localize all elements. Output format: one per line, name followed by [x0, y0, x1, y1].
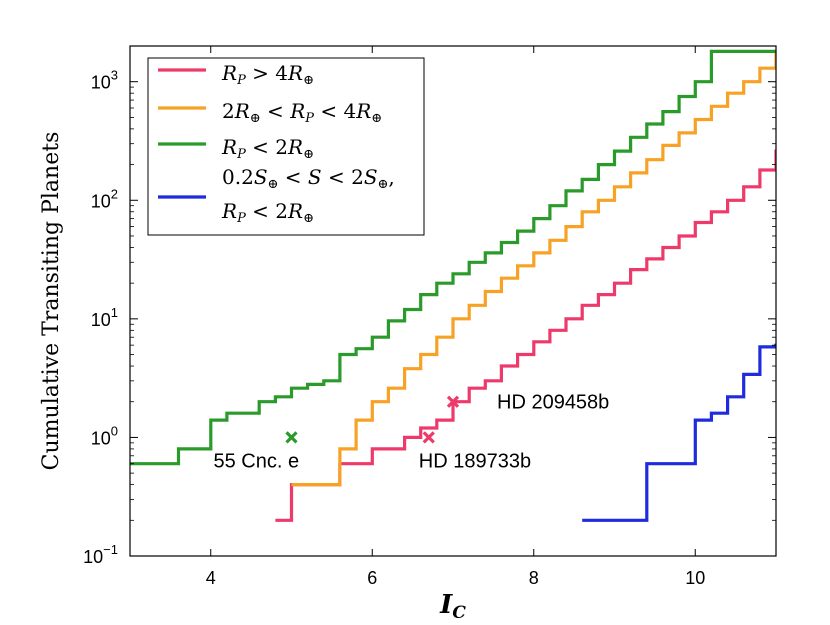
legend-math-text: ,	[388, 165, 394, 189]
series-line-0	[275, 149, 776, 522]
legend-label-1-0: 2R⊕ < RP < 4R⊕	[222, 99, 382, 126]
y-tick-label-2: 101	[91, 305, 118, 330]
legend-label-3-0: 0.2S⊕ < S < 2S⊕,	[222, 165, 395, 192]
legend-label-3-1: RP < 2R⊕	[221, 199, 314, 226]
legend-math-text: S	[308, 165, 322, 189]
y-tick-label-4: 103	[91, 68, 118, 93]
legend-label-0-0: RP > 4R⊕	[221, 61, 314, 88]
legend-math-sub: ⊕	[378, 177, 389, 192]
annotation-marker-2	[422, 431, 435, 444]
legend-math-sub: ⊕	[371, 111, 382, 126]
legend-math-text: < 2	[246, 135, 288, 159]
legend-math-sub: P	[236, 147, 246, 162]
legend-math-sub: ⊕	[303, 147, 314, 162]
y-tick-label-3: 102	[91, 186, 118, 211]
annotation-label-2: HD 189733b	[419, 450, 531, 472]
legend-math-base: S	[364, 165, 378, 189]
y-tick-exponent: 3	[111, 68, 118, 83]
legend-math-text: <	[261, 99, 290, 123]
legend-math-text: < 4	[314, 99, 356, 123]
legend-math-sub: P	[304, 111, 314, 126]
legend-math-text: 2	[222, 99, 235, 123]
y-tick-base: 10	[83, 547, 103, 567]
annotation-marker-0	[285, 431, 298, 444]
annotation-layer: 55 Cnc. e HD 209458b HD 189733b	[214, 392, 610, 473]
legend-math-base: R	[287, 199, 303, 223]
legend-math-base: R	[287, 61, 303, 85]
legend-math-sub: ⊕	[303, 73, 314, 88]
y-tick-exponent: −1	[103, 542, 118, 557]
plot-frame	[129, 45, 777, 557]
legend-box	[147, 57, 425, 236]
legend-math-base: R	[221, 61, 237, 85]
legend-label-2-0: RP < 2R⊕	[221, 135, 314, 162]
y-tick-base: 10	[91, 428, 111, 448]
legend-math-text: <	[278, 165, 307, 189]
x-tick-label-2: 8	[529, 568, 539, 588]
legend-math-sub: ⊕	[250, 111, 261, 126]
legend-math-sub: ⊕	[268, 177, 279, 192]
legend-math-sub: ⊕	[303, 211, 314, 226]
x-axis-label-main: I	[439, 590, 453, 620]
x-axis-label: IC	[439, 590, 466, 623]
y-axis-label: Cumulative Transiting Planets	[39, 132, 64, 471]
legend-math-text: > 4	[246, 61, 288, 85]
y-tick-exponent: 2	[111, 186, 118, 201]
series-layer	[130, 49, 776, 522]
y-tick-label-1: 100	[91, 423, 118, 448]
legend-math-base: R	[221, 199, 237, 223]
x-tick-label-0: 4	[206, 568, 216, 588]
y-tick-base: 10	[91, 191, 111, 211]
y-tick-exponent: 0	[111, 423, 118, 438]
x-axis-label-sub: C	[452, 603, 466, 623]
x-tick-label-1: 6	[367, 568, 377, 588]
legend-math-base: R	[221, 135, 237, 159]
y-tick-base: 10	[91, 73, 111, 93]
series-line-2	[130, 49, 776, 466]
series-line-3	[582, 343, 776, 522]
y-tick-base: 10	[91, 310, 111, 330]
legend-math-text: < 2	[246, 199, 288, 223]
legend-math-base: S	[254, 165, 268, 189]
legend-math-sub: P	[236, 211, 246, 226]
legend-math-base: R	[287, 135, 303, 159]
legend-math-text: 0.2	[222, 165, 254, 189]
x-tick-label-3: 10	[685, 568, 705, 588]
annotation-marker-1	[446, 395, 460, 408]
y-tick-label-0: 10−1	[83, 542, 118, 567]
legend-math-sub: P	[236, 73, 246, 88]
legend-math-text: < 2	[322, 165, 364, 189]
annotation-label-0: 55 Cnc. e	[214, 450, 300, 472]
series-line-1	[291, 52, 776, 487]
annotation-label-1: HD 209458b	[497, 392, 609, 414]
legend-math-base: R	[289, 99, 305, 123]
legend-math-base: R	[234, 99, 250, 123]
legend: RP > 4R⊕2R⊕ < RP < 4R⊕RP < 2R⊕0.2S⊕ < S …	[147, 57, 425, 236]
y-tick-exponent: 1	[111, 305, 118, 320]
legend-math-base: R	[355, 99, 371, 123]
